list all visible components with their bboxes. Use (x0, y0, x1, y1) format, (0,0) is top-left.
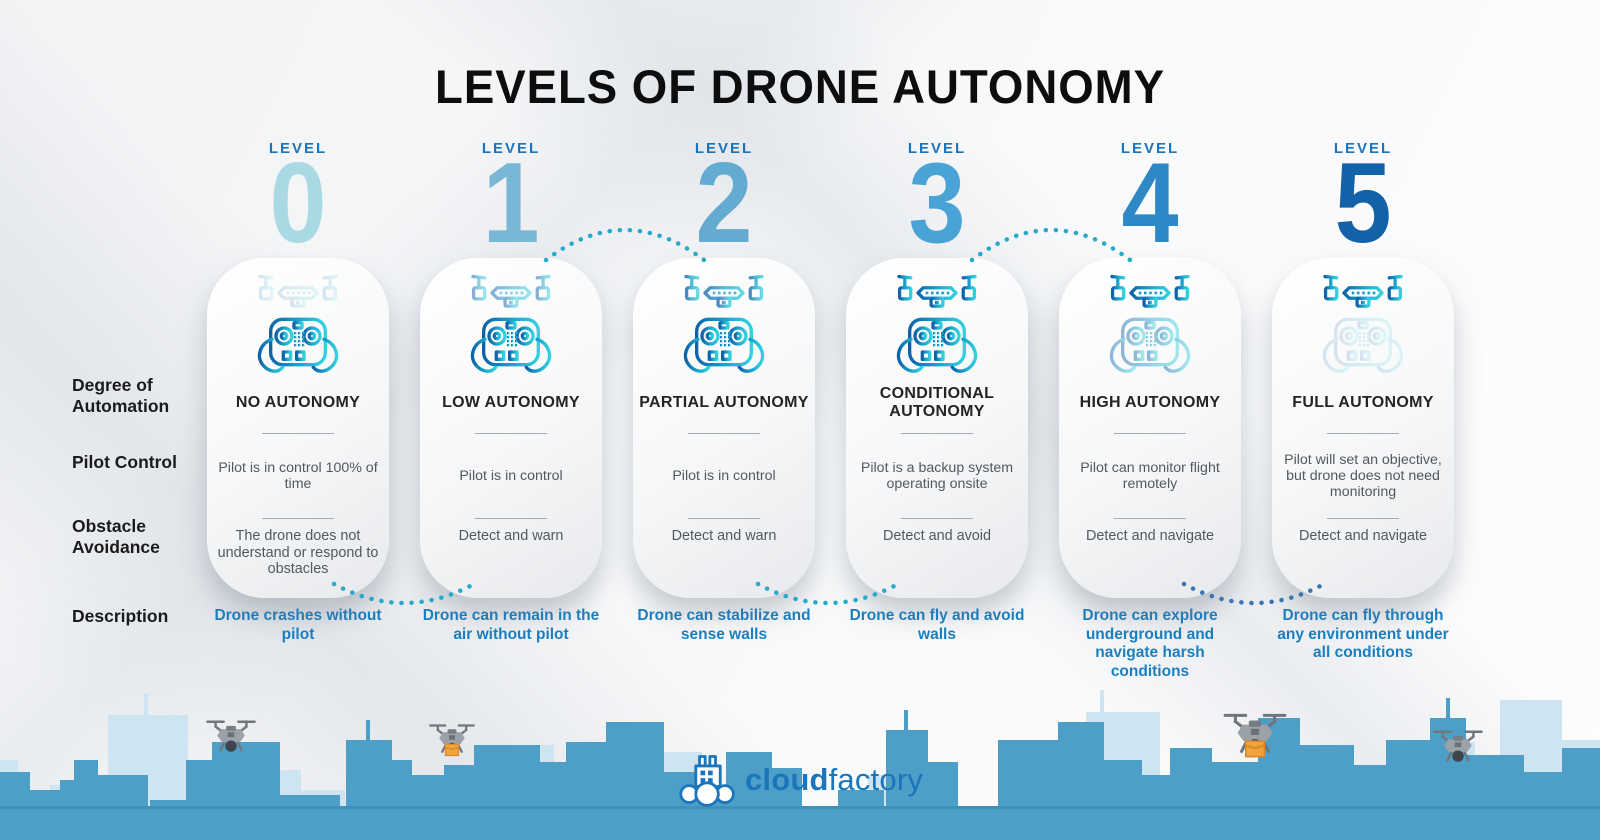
drone-icon (1310, 270, 1416, 312)
obstacle-avoidance-text: Detect and warn (671, 528, 777, 544)
obstacle-avoidance-text: The drone does not understand or respond… (217, 528, 379, 578)
divider (688, 433, 760, 434)
pilot-control-text: Pilot will set an objective, but drone d… (1284, 451, 1442, 501)
level-description: Drone can remain in the air without pilo… (422, 607, 600, 643)
level-label: LEVEL (1333, 140, 1393, 157)
row-label-obstacle-avoidance: Obstacle Avoidance (72, 516, 160, 557)
obstacle-avoidance-text: Detect and warn (458, 528, 564, 544)
divider (1327, 518, 1399, 519)
controller-icon (467, 314, 555, 378)
drone-icon (884, 270, 990, 312)
page-title: LEVELS OF DRONE AUTONOMY (435, 60, 1165, 114)
connector-arc-bottom-2-3 (755, 581, 901, 606)
row-label-pilot-control: Pilot Control (72, 452, 177, 472)
controller-icon (254, 314, 342, 378)
level-card: PARTIAL AUTONOMY Pilot is in control Det… (633, 258, 815, 598)
logo-text: cloudfactory (745, 762, 923, 798)
level-card: LOW AUTONOMY Pilot is in control Detect … (420, 258, 602, 598)
divider (1114, 433, 1186, 434)
autonomy-name: HIGH AUTONOMY (1079, 393, 1221, 411)
pilot-control-text: Pilot is a backup system operating onsit… (860, 459, 1014, 492)
level-description: Drone crashes without pilot (214, 607, 382, 643)
controller-icon (680, 314, 768, 378)
drone-icon (671, 270, 777, 312)
divider (475, 518, 547, 519)
autonomy-name: FULL AUTONOMY (1292, 393, 1434, 411)
level-label: LEVEL (694, 140, 754, 157)
level-number: 0 (269, 140, 327, 267)
level-label: LEVEL (481, 140, 541, 157)
cloudfactory-logo: cloudfactory (0, 750, 1600, 810)
autonomy-name: LOW AUTONOMY (442, 393, 580, 411)
level-card: HIGH AUTONOMY Pilot can monitor flight r… (1059, 258, 1241, 598)
connector-arc-top-1-2 (543, 227, 707, 263)
logo-text-bold: cloud (744, 762, 829, 797)
level-label: LEVEL (268, 140, 328, 157)
drone-icon (1097, 270, 1203, 312)
row-label-degree-of-automation: Degree of Automation (72, 375, 170, 416)
connector-arc-bottom-4-5 (1181, 581, 1327, 606)
level-card: FULL AUTONOMY Pilot will set an objectiv… (1272, 258, 1454, 598)
divider (262, 518, 334, 519)
row-label-description: Description (72, 606, 169, 626)
drone-icon (245, 270, 351, 312)
divider (688, 518, 760, 519)
divider (475, 433, 547, 434)
obstacle-avoidance-text: Detect and navigate (1298, 528, 1427, 544)
controller-icon (1106, 314, 1194, 378)
obstacle-avoidance-text: Detect and avoid (882, 528, 991, 544)
level-description: Drone can stabilize and sense walls (637, 607, 811, 643)
level-number: 5 (1334, 140, 1392, 267)
level-label: LEVEL (907, 140, 967, 157)
level-label: LEVEL (1120, 140, 1180, 157)
autonomy-name: PARTIAL AUTONOMY (639, 393, 809, 411)
drone-icon (458, 270, 564, 312)
divider (262, 433, 334, 434)
pilot-control-text: Pilot is in control 100% of time (218, 459, 378, 492)
pilot-control-text: Pilot is in control (459, 467, 563, 484)
connector-arc-top-3-4 (969, 227, 1133, 263)
divider (1327, 433, 1399, 434)
level-description: Drone can explore underground and naviga… (1082, 607, 1218, 680)
autonomy-name: CONDITIONAL AUTONOMY (879, 384, 995, 420)
level-description: Drone can fly and avoid walls (849, 607, 1025, 643)
pilot-control-text: Pilot can monitor flight remotely (1080, 459, 1220, 492)
pilot-control-text: Pilot is in control (672, 467, 776, 484)
level-description: Drone can fly through any environment un… (1277, 607, 1449, 662)
controller-icon (1319, 314, 1407, 378)
obstacle-avoidance-text: Detect and navigate (1085, 528, 1214, 544)
connector-arc-bottom-0-1 (331, 581, 477, 606)
divider (901, 433, 973, 434)
logo-text-regular: factory (828, 762, 924, 797)
controller-icon (893, 314, 981, 378)
level-card: NO AUTONOMY Pilot is in control 100% of … (207, 258, 389, 598)
divider (1114, 518, 1186, 519)
level-card: CONDITIONAL AUTONOMY Pilot is a backup s… (846, 258, 1028, 598)
divider (901, 518, 973, 519)
cloud-factory-logo-icon (677, 752, 739, 808)
autonomy-name: NO AUTONOMY (235, 393, 361, 411)
